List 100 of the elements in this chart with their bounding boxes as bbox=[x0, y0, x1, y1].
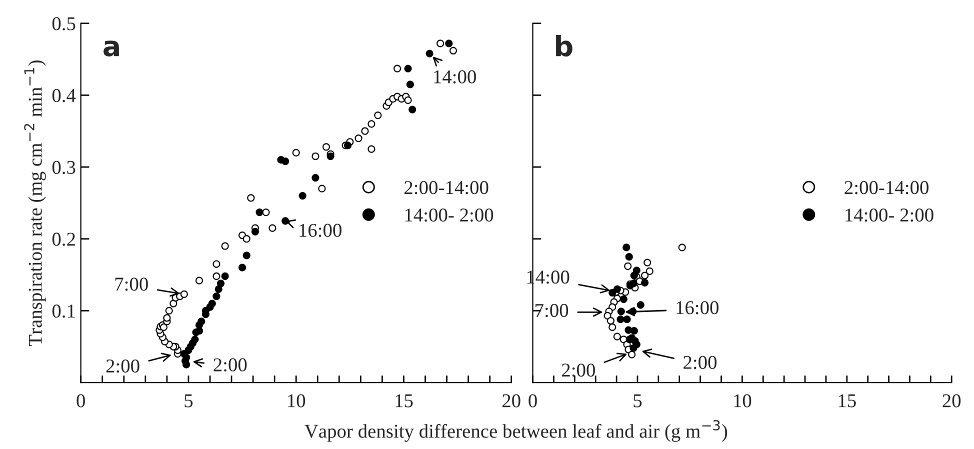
legend-label: 14:00- 2:00 bbox=[405, 208, 494, 222]
x-tick-label: 20 bbox=[502, 394, 520, 408]
point bbox=[625, 253, 633, 261]
annotation: 2:00 bbox=[214, 358, 247, 372]
point bbox=[630, 272, 638, 280]
point bbox=[242, 235, 250, 243]
point bbox=[251, 228, 260, 236]
point bbox=[368, 145, 376, 153]
point bbox=[426, 50, 434, 58]
point bbox=[613, 285, 621, 293]
point bbox=[630, 327, 638, 335]
point bbox=[170, 300, 178, 308]
point bbox=[262, 208, 270, 216]
point bbox=[216, 280, 225, 288]
point bbox=[180, 290, 188, 298]
point bbox=[191, 336, 199, 344]
point bbox=[195, 276, 204, 284]
y-axis-title: Transpiration rate (mg cm$^{−2}$ min$^{−1}$) bbox=[24, 60, 46, 346]
point bbox=[641, 272, 649, 280]
point bbox=[406, 80, 414, 88]
point bbox=[344, 142, 352, 150]
point bbox=[354, 134, 362, 142]
point bbox=[292, 148, 300, 156]
point bbox=[641, 278, 649, 287]
point bbox=[404, 96, 412, 104]
point bbox=[624, 262, 632, 270]
x-tick-label: 15 bbox=[838, 394, 856, 408]
legend-label: 2:00-14:00 bbox=[844, 181, 928, 194]
y-tick-label: 0.3 bbox=[52, 160, 76, 174]
point bbox=[298, 192, 306, 200]
annotation: 2:00 bbox=[106, 359, 140, 373]
annotation: 7:00 bbox=[536, 304, 568, 318]
point bbox=[326, 152, 334, 160]
legend-label: 2:00-14:00 bbox=[404, 181, 488, 194]
point bbox=[361, 127, 369, 135]
point bbox=[646, 267, 654, 276]
y-tick-label: 0.5 bbox=[52, 17, 76, 30]
point bbox=[312, 174, 320, 182]
point bbox=[318, 184, 326, 192]
annotation: 2:00 bbox=[562, 364, 595, 377]
point bbox=[644, 258, 652, 266]
point bbox=[613, 332, 621, 340]
annotation: 16:00 bbox=[676, 301, 719, 314]
point bbox=[368, 120, 376, 128]
point bbox=[268, 224, 276, 232]
point bbox=[238, 264, 246, 272]
point bbox=[322, 143, 330, 151]
point bbox=[622, 244, 630, 252]
y-tick-label: 0.4 bbox=[52, 89, 76, 102]
point bbox=[617, 308, 625, 316]
point bbox=[212, 260, 220, 268]
point bbox=[242, 252, 250, 260]
point bbox=[436, 40, 444, 48]
annotation: 16:00 bbox=[300, 224, 342, 237]
point bbox=[628, 350, 636, 358]
point bbox=[282, 157, 290, 166]
x-tick-label: 5 bbox=[634, 394, 642, 408]
x-tick-label: 15 bbox=[396, 394, 413, 408]
point bbox=[160, 323, 168, 332]
annotation: 14:00 bbox=[434, 70, 476, 84]
point bbox=[221, 242, 229, 250]
chart-title: a bbox=[104, 40, 119, 57]
point bbox=[393, 64, 402, 72]
x-axis-title: Vapor density difference between leaf and air (g m$^{−3}$) bbox=[304, 420, 728, 442]
point bbox=[208, 300, 216, 308]
point bbox=[408, 106, 416, 114]
point bbox=[608, 288, 616, 297]
x-tick-label: 0 bbox=[76, 394, 85, 408]
point bbox=[374, 111, 382, 120]
point bbox=[606, 316, 614, 325]
y-tick-label: 0.2 bbox=[52, 232, 75, 246]
x-tick-label: 5 bbox=[184, 394, 193, 408]
point bbox=[449, 46, 458, 54]
point bbox=[636, 301, 644, 309]
chart-title: b bbox=[556, 35, 572, 57]
point bbox=[212, 272, 220, 280]
point bbox=[404, 64, 412, 72]
y-tick-label: 0.1 bbox=[52, 304, 75, 318]
annotation: 2:00 bbox=[684, 356, 717, 370]
point bbox=[256, 208, 264, 216]
point bbox=[221, 272, 229, 280]
annotation: 7:00 bbox=[115, 278, 148, 291]
point bbox=[630, 344, 638, 352]
point bbox=[620, 295, 628, 304]
x-tick-label: 0 bbox=[528, 394, 537, 408]
point bbox=[214, 285, 222, 293]
x-tick-label: 20 bbox=[942, 394, 961, 408]
x-tick-label: 10 bbox=[734, 394, 752, 408]
x-tick-label: 10 bbox=[288, 394, 306, 408]
point bbox=[198, 318, 206, 326]
point bbox=[608, 323, 616, 332]
point bbox=[163, 314, 171, 322]
point bbox=[623, 316, 631, 324]
point bbox=[678, 244, 686, 252]
legend-label: 14:00- 2:00 bbox=[846, 208, 934, 222]
point bbox=[616, 316, 624, 324]
point bbox=[312, 152, 320, 160]
point bbox=[212, 292, 220, 300]
point bbox=[165, 306, 173, 315]
point bbox=[247, 194, 255, 202]
